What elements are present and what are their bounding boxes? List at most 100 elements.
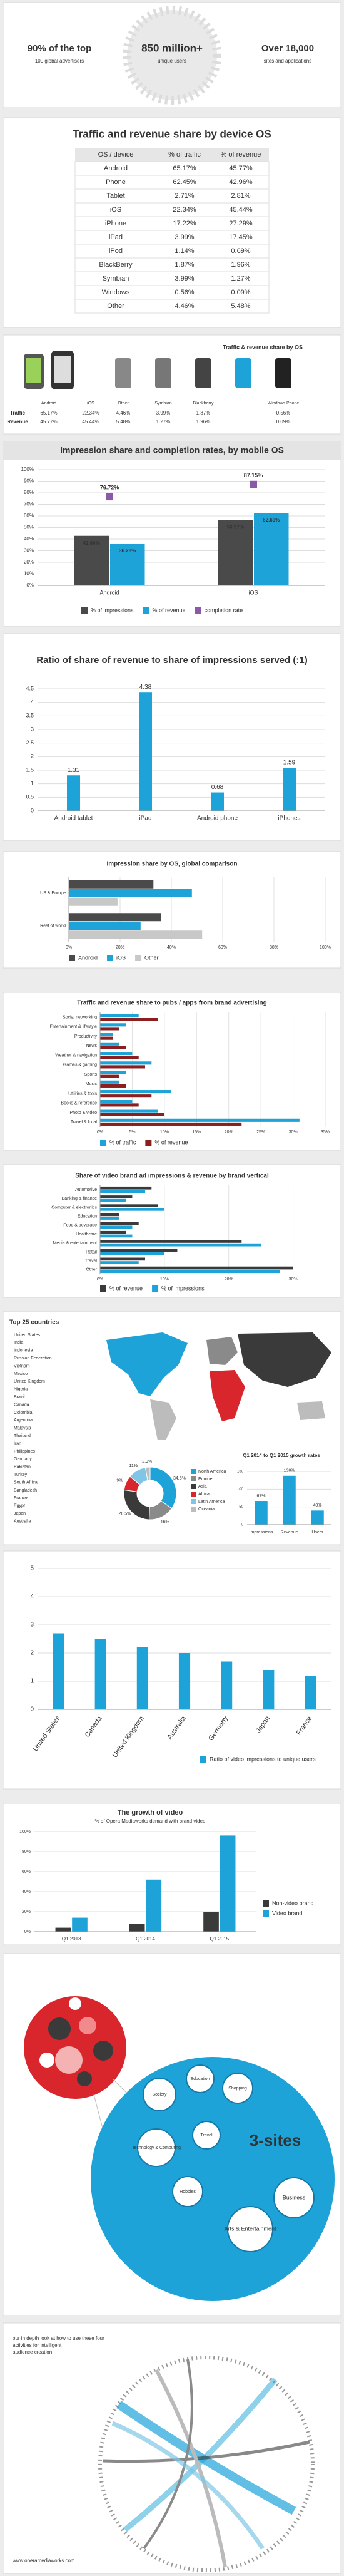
y-tick-label: 1 bbox=[31, 780, 34, 786]
bar bbox=[100, 1027, 119, 1031]
country-name: United States bbox=[14, 1333, 41, 1337]
value-label: 1.59 bbox=[283, 760, 296, 766]
table-cell: 42.96% bbox=[229, 178, 253, 186]
bar bbox=[100, 1249, 178, 1252]
y-tick-label: 1 bbox=[30, 1678, 34, 1685]
y-tick-label: Books & reference bbox=[61, 1101, 97, 1106]
bar bbox=[100, 1071, 126, 1074]
y-tick-label: 0 bbox=[31, 807, 34, 813]
bar bbox=[100, 1065, 145, 1069]
bar bbox=[100, 1234, 133, 1238]
x-tick-label: iOS bbox=[248, 589, 258, 595]
cluster-dot bbox=[55, 2046, 83, 2074]
bar bbox=[218, 520, 253, 585]
chord bbox=[154, 2369, 227, 2568]
cluster-dot bbox=[77, 2071, 92, 2086]
country-name: Thailand bbox=[14, 1434, 31, 1438]
bar bbox=[100, 1222, 139, 1225]
site-label: Business bbox=[283, 2194, 306, 2200]
site-bubble bbox=[143, 2078, 176, 2111]
x-tick-label: iPhones bbox=[278, 815, 300, 822]
legend-swatch bbox=[195, 607, 201, 614]
value-label: 9% bbox=[116, 1478, 123, 1483]
device-name: iOS bbox=[87, 401, 94, 406]
legend-label: % of revenue bbox=[154, 1139, 188, 1145]
bar bbox=[100, 1118, 300, 1122]
value-label: 56.57% bbox=[227, 524, 244, 530]
legend-label: % of revenue bbox=[109, 1285, 143, 1291]
chord-text: our in depth look at how to use these fo… bbox=[13, 2336, 104, 2341]
x-tick-label: 30% bbox=[289, 1277, 298, 1282]
x-tick-label: Users bbox=[311, 1530, 323, 1535]
country-name: Iran bbox=[14, 1441, 21, 1446]
legend-label: Latin America bbox=[198, 1500, 225, 1504]
table-cell: 65.17% bbox=[173, 165, 196, 172]
chart-card bbox=[3, 992, 341, 1151]
table-cell: 0.69% bbox=[231, 247, 250, 255]
value-label: 0.68 bbox=[211, 784, 224, 791]
x-tick-label: 0% bbox=[97, 1277, 103, 1282]
country-name: Brazil bbox=[14, 1395, 25, 1399]
device-revenue: 1.96% bbox=[196, 419, 211, 425]
table-cell: iPad bbox=[109, 234, 123, 241]
table-cell: 2.81% bbox=[231, 192, 250, 200]
north-america bbox=[106, 1332, 188, 1396]
oceania bbox=[297, 1401, 325, 1420]
table-cell: 3.99% bbox=[175, 275, 194, 282]
phone-icon bbox=[275, 358, 291, 388]
y-tick-label: 3 bbox=[31, 726, 34, 732]
bar bbox=[100, 1046, 126, 1049]
y-tick-label: 2 bbox=[30, 1650, 34, 1657]
table-cell: 1.27% bbox=[231, 275, 250, 282]
site-label: Education bbox=[190, 2077, 210, 2081]
y-tick-label: 100% bbox=[19, 1830, 31, 1834]
y-tick-label: 3.5 bbox=[26, 713, 34, 719]
x-tick-label: 30% bbox=[289, 1130, 298, 1135]
table-row bbox=[74, 299, 270, 314]
x-tick-label: 25% bbox=[256, 1130, 265, 1135]
countries-title: Top 25 countries bbox=[9, 1319, 59, 1326]
bar bbox=[100, 1270, 280, 1274]
legend-label: Video brand bbox=[272, 1910, 302, 1916]
bar bbox=[100, 1094, 152, 1098]
bar bbox=[254, 513, 289, 585]
legend-label: Africa bbox=[198, 1492, 210, 1497]
country-name: Australia bbox=[14, 1519, 31, 1523]
cluster-dot bbox=[79, 2017, 96, 2034]
y-tick-label: 60% bbox=[22, 1870, 31, 1874]
legend-swatch bbox=[191, 1507, 196, 1512]
main-circle bbox=[91, 2057, 335, 2301]
x-tick-label: 60% bbox=[218, 945, 227, 950]
country-name: United Kingdom bbox=[14, 1379, 45, 1384]
legend-label: Europe bbox=[198, 1477, 213, 1481]
chord-text: audience creation bbox=[13, 2349, 52, 2355]
y-tick-label: 80% bbox=[24, 490, 34, 495]
table-cell: 2.71% bbox=[175, 192, 194, 200]
y-tick-label: Banking & finance bbox=[62, 1197, 98, 1201]
devices-title: Traffic & revenue share by OS bbox=[223, 344, 303, 350]
bar bbox=[100, 1208, 164, 1211]
legend-label: % of impressions bbox=[161, 1285, 205, 1291]
bar bbox=[100, 1240, 242, 1243]
site-bubble bbox=[172, 2176, 203, 2207]
bar bbox=[100, 1230, 126, 1234]
bar bbox=[100, 1084, 126, 1088]
country-name: Nigeria bbox=[14, 1388, 28, 1392]
bar bbox=[100, 1113, 164, 1116]
stat-value: 850 million+ bbox=[141, 42, 203, 54]
bar bbox=[100, 1014, 139, 1018]
legend-swatch bbox=[107, 955, 114, 961]
y-tick-label: 10% bbox=[24, 571, 34, 577]
table-cell: 4.46% bbox=[175, 302, 194, 310]
cluster-dot bbox=[93, 2041, 113, 2061]
chart-card bbox=[3, 851, 341, 969]
y-tick-label: Travel & local bbox=[71, 1120, 98, 1125]
legend-label: % of impressions bbox=[91, 607, 134, 613]
chord bbox=[111, 2421, 265, 2550]
table-cell: Symbian bbox=[103, 275, 129, 282]
x-tick-label: Revenue bbox=[280, 1530, 298, 1535]
value-label: 34.6% bbox=[173, 1476, 186, 1481]
chart-title: Impression share by OS, global compariso… bbox=[107, 861, 238, 868]
legend-label: North America bbox=[198, 1470, 226, 1474]
